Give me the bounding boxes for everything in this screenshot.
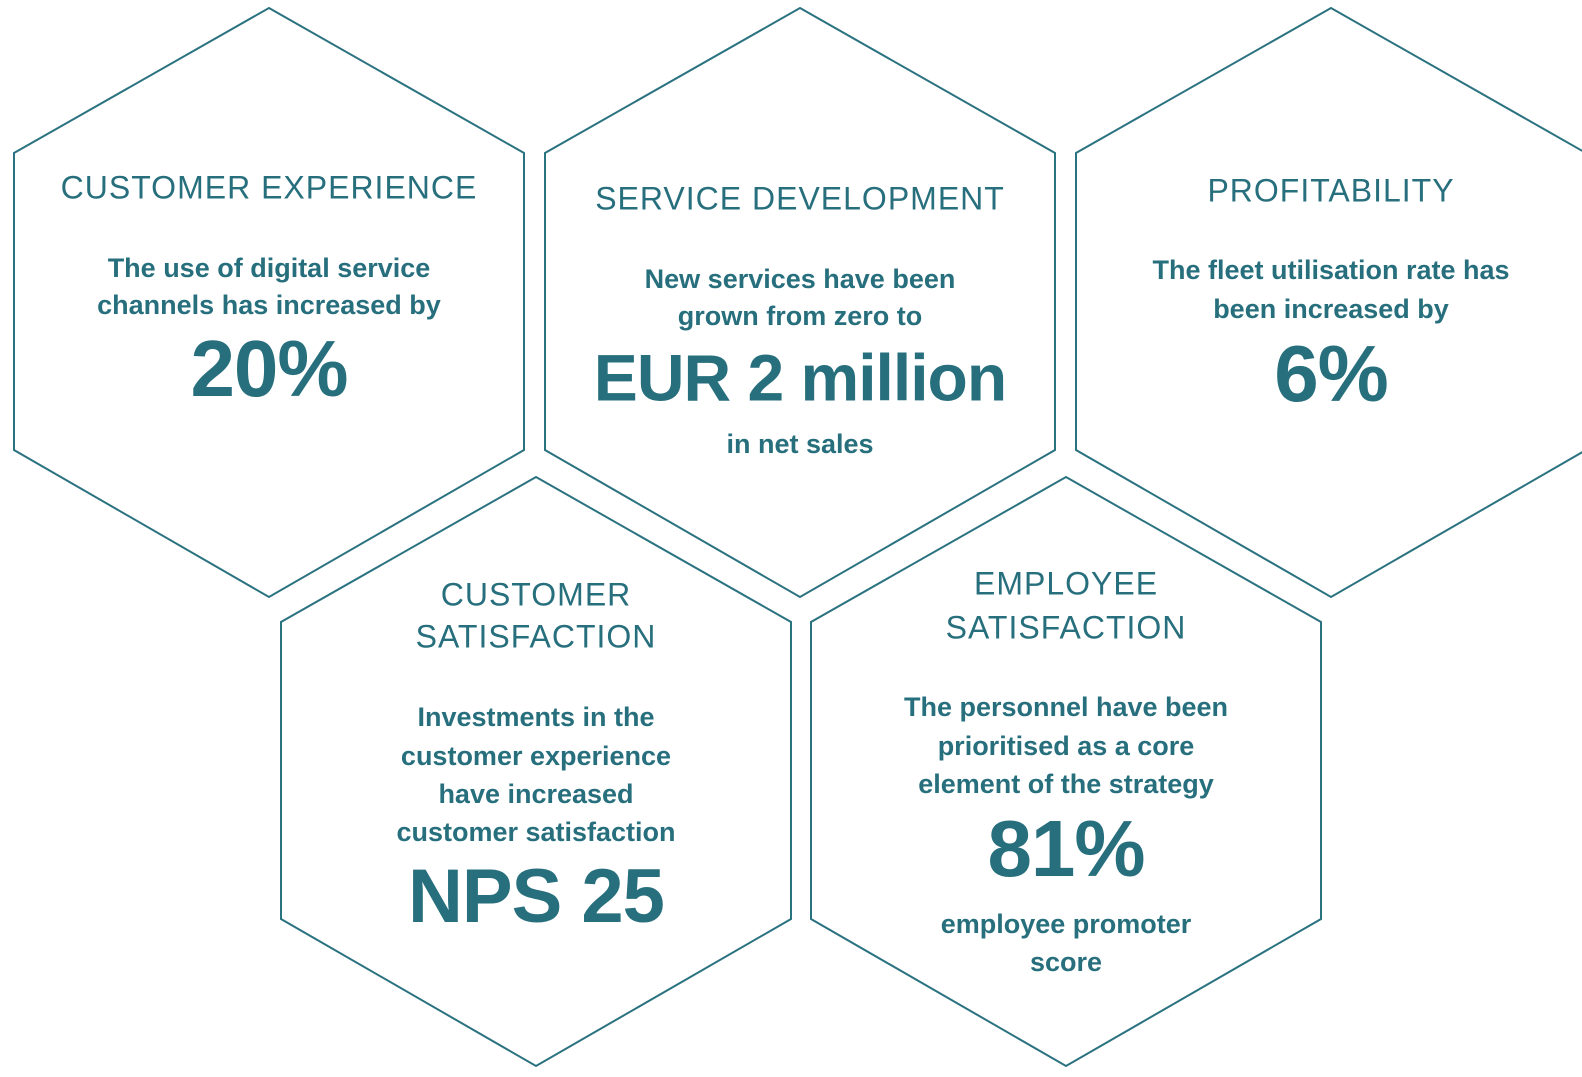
- card-description: customer satisfaction: [396, 817, 675, 847]
- card-highlight: NPS 25: [408, 854, 664, 939]
- card-title: CUSTOMER: [441, 576, 632, 612]
- card-description: grown from zero to: [678, 301, 923, 331]
- card-title: SATISFACTION: [946, 609, 1187, 645]
- card-note: score: [1030, 947, 1102, 977]
- hexagon: [1075, 6, 1582, 599]
- card-title: EMPLOYEE: [974, 565, 1158, 601]
- card-title: PROFITABILITY: [1207, 172, 1454, 208]
- card-highlight: EUR 2 million: [594, 340, 1006, 414]
- card-description: been increased by: [1213, 294, 1449, 324]
- hexagon-card: CUSTOMER SATISFACTION Investments in the cu…: [280, 475, 792, 1068]
- card-title: SERVICE DEVELOPMENT: [595, 180, 1005, 216]
- card-description: have increased: [438, 779, 633, 809]
- card-note: employee promoter: [941, 909, 1192, 939]
- card-description: customer experience: [401, 741, 671, 771]
- card-description: Investments in the: [417, 702, 654, 732]
- hexagon: [810, 475, 1322, 1068]
- hexagon-card: EMPLOYEE SATISFACTION The personnel have b…: [810, 475, 1322, 1068]
- hexagon: [13, 6, 525, 599]
- card-description: The fleet utilisation rate has: [1152, 255, 1509, 285]
- card-title: CUSTOMER EXPERIENCE: [61, 169, 478, 205]
- hexagon-card: SERVICE DEVELOPMENT New services have bee…: [544, 6, 1056, 599]
- card-description: The use of digital service: [108, 253, 431, 283]
- card-highlight: 6%: [1274, 329, 1388, 418]
- card-description: channels has increased by: [97, 290, 441, 320]
- card-highlight: 20%: [190, 324, 347, 413]
- card-description: prioritised as a core: [938, 731, 1195, 761]
- hexagon: [544, 6, 1056, 599]
- hexagon: [280, 475, 792, 1068]
- card-highlight: 81%: [987, 804, 1144, 893]
- card-title: SATISFACTION: [416, 618, 657, 654]
- hexagon-card: PROFITABILITY The fleet utilisation rate …: [1075, 6, 1582, 599]
- card-description: element of the strategy: [918, 769, 1214, 799]
- hexagon-card: CUSTOMER EXPERIENCE The use of digital se…: [13, 6, 525, 599]
- card-description: The personnel have been: [904, 692, 1228, 722]
- card-note: in net sales: [726, 429, 873, 459]
- card-description: New services have been: [645, 264, 956, 294]
